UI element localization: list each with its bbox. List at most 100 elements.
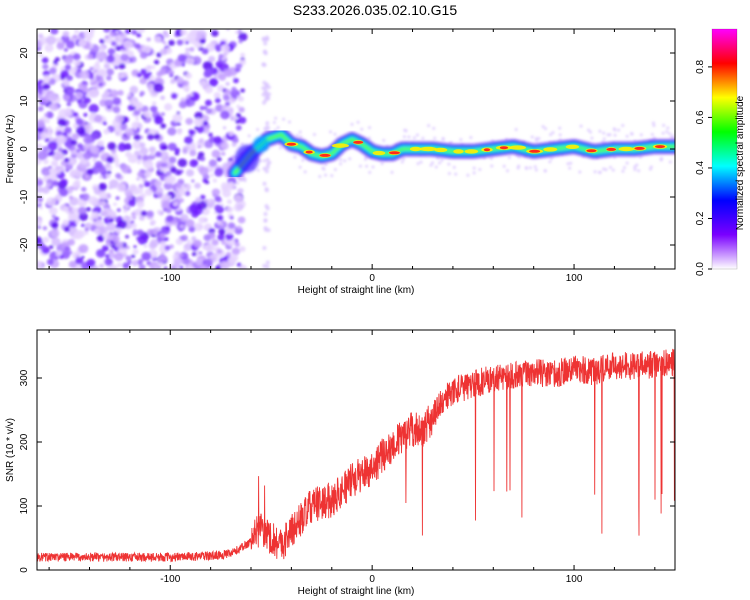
noise-blob	[37, 218, 43, 227]
scatter-blob	[333, 132, 337, 136]
spectrogram-content	[37, 29, 675, 269]
noise-blob	[146, 228, 154, 236]
noise-blob	[199, 105, 205, 111]
noise-blob	[63, 55, 74, 65]
noise-blob	[166, 175, 176, 184]
scatter-blob	[403, 128, 407, 132]
noise-blob	[116, 208, 121, 213]
noise-blob	[136, 229, 144, 237]
scatter-blob	[608, 165, 612, 169]
noise-blob	[74, 220, 79, 224]
noise-blob	[265, 121, 270, 126]
noise-blob	[188, 129, 196, 136]
noise-blob	[224, 101, 231, 107]
noise-blob	[164, 103, 173, 111]
scatter-blob	[652, 124, 656, 128]
noise-blob	[188, 226, 196, 233]
noise-blob	[43, 75, 51, 82]
scatter-blob	[568, 166, 572, 170]
noise-blob	[60, 69, 69, 78]
scatter-blob	[343, 159, 347, 163]
noise-blob	[104, 99, 114, 108]
noise-blob	[74, 29, 79, 34]
noise-blob	[99, 45, 106, 52]
noise-blob	[214, 97, 221, 104]
noise-blob	[158, 261, 164, 267]
noise-blob	[172, 201, 179, 207]
noise-blob	[48, 206, 58, 215]
scatter-blob	[613, 155, 617, 159]
noise-blob	[223, 68, 233, 77]
noise-blob	[232, 77, 239, 84]
noise-blob	[199, 156, 206, 162]
noise-blob	[37, 105, 44, 112]
scatter-blob	[613, 128, 617, 132]
noise-blob	[211, 239, 219, 246]
noise-blob	[83, 151, 92, 160]
noise-blob	[69, 213, 76, 220]
scatter-blob	[507, 155, 511, 159]
noise-blob	[163, 266, 168, 269]
noise-blob	[229, 108, 234, 113]
hotspots	[284, 140, 668, 158]
noise-blob	[107, 48, 116, 56]
scatter-blob	[617, 128, 621, 132]
scatter-blob	[533, 165, 537, 169]
noise-blob	[161, 201, 171, 211]
scatter-blob	[382, 138, 386, 142]
snr-x-tick-label: 0	[369, 574, 375, 585]
hotspot-red	[286, 142, 297, 146]
noise-blob	[88, 196, 98, 205]
noise-blob	[189, 46, 195, 52]
noise-blob	[50, 228, 60, 238]
noise-blob	[97, 69, 106, 77]
scatter-blob	[454, 172, 458, 176]
scatter-blob	[267, 126, 271, 130]
scatter-blob	[268, 160, 272, 164]
noise-blob	[156, 209, 162, 215]
noise-blob	[106, 68, 115, 76]
noise-blob	[175, 182, 182, 189]
noise-blob	[234, 194, 243, 203]
noise-blob	[56, 134, 67, 145]
noise-blob	[262, 263, 267, 268]
noise-blob	[72, 53, 81, 61]
scatter-blob	[419, 160, 423, 164]
noise-blob	[117, 89, 124, 96]
noise-blob	[238, 32, 248, 42]
scatter-blob	[243, 179, 247, 183]
noise-blob	[85, 206, 91, 212]
noise-blob	[200, 118, 204, 122]
noise-blob	[225, 251, 232, 257]
noise-blob	[81, 80, 86, 85]
noise-blob	[193, 222, 203, 232]
scatter-blob	[602, 167, 606, 171]
noise-blob	[174, 147, 181, 153]
noise-blob	[153, 264, 160, 269]
noise-blob	[237, 216, 246, 224]
noise-blob	[263, 41, 268, 46]
scatter-blob	[514, 127, 518, 131]
noise-blob	[150, 152, 155, 156]
noise-blob	[43, 171, 48, 175]
noise-blob	[121, 164, 131, 174]
noise-blob	[196, 30, 207, 40]
noise-blob	[43, 159, 49, 165]
noise-blob	[265, 260, 270, 265]
noise-blob	[66, 75, 74, 82]
noise-blob	[96, 234, 105, 242]
noise-blob	[71, 133, 80, 140]
noise-blob	[154, 36, 162, 43]
hotspot-red	[606, 147, 617, 151]
noise-blob	[136, 160, 142, 165]
noise-blob	[175, 238, 184, 246]
noise-blob	[68, 260, 77, 269]
scatter-blob	[558, 138, 562, 142]
noise-blob	[226, 238, 236, 247]
noise-blob	[216, 220, 221, 224]
noise-blob	[126, 132, 131, 138]
noise-blob	[114, 252, 124, 261]
noise-blob	[149, 239, 159, 248]
noise-blob	[164, 245, 171, 251]
hotspot-yellow	[618, 146, 635, 152]
